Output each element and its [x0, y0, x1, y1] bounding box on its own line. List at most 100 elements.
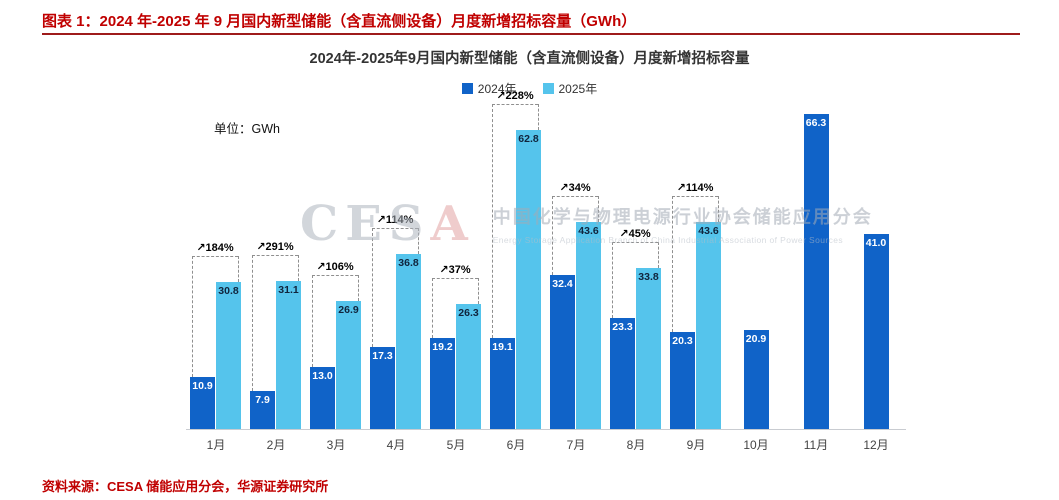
bar-value-2025-m6: 62.8: [518, 133, 539, 146]
bar-value-2024-m7: 32.4: [552, 277, 573, 290]
bar-value-2024-m10: 20.9: [745, 332, 767, 345]
bar-value-2024-m5: 19.2: [432, 340, 453, 353]
growth-bracket-top-m4: [372, 227, 418, 229]
growth-bracket-right-m2: [298, 255, 299, 282]
legend-item-2025: 2025年: [542, 80, 598, 97]
growth-bracket-top-m9: [672, 195, 718, 197]
growth-bracket-top-m8: [612, 242, 658, 244]
bar-value-2024-m2: 7.9: [255, 394, 270, 407]
chart-legend: 2024年 2025年: [0, 80, 1059, 97]
growth-label-m5: ↗37%: [439, 263, 471, 276]
bar-chart-plot: 10.9 30.8 1月 ↗184% 7.9 31.1 2月 ↗291% 13.0 26.9 3月 ↗…: [186, 90, 906, 452]
bar-value-2025-m1: 30.8: [218, 285, 239, 298]
bar-2024-m8: 23.3: [610, 318, 635, 429]
growth-bracket-right-m5: [478, 277, 479, 304]
growth-bracket-top-m3: [312, 275, 358, 277]
bar-value-2025-m9: 43.6: [698, 224, 719, 237]
bar-2025-m1: 30.8: [216, 282, 241, 429]
growth-bracket-left-m7: [552, 195, 553, 275]
growth-bracket-right-m6: [538, 104, 539, 131]
growth-bracket-top-m2: [252, 255, 298, 257]
legend-item-2024: 2024年: [461, 80, 517, 97]
legend-swatch-2025: [542, 83, 554, 94]
bar-2025-m2: 31.1: [276, 281, 301, 429]
x-axis-label-m10: 10月: [743, 438, 769, 452]
bar-2025-m6: 62.8: [516, 130, 541, 429]
bar-2025-m9: 43.6: [696, 221, 721, 429]
title-divider: [42, 33, 1020, 35]
growth-label-m9: ↗114%: [676, 181, 714, 194]
bar-value-2024-m3: 13.0: [312, 370, 333, 383]
x-axis-label-m6: 6月: [506, 438, 526, 452]
bar-2025-m8: 33.8: [636, 268, 661, 429]
growth-label-m8: ↗45%: [619, 228, 651, 241]
x-axis-label-m11: 11月: [803, 438, 829, 452]
growth-bracket-top-m7: [552, 195, 598, 197]
bar-value-2025-m3: 26.9: [338, 304, 359, 317]
growth-bracket-top-m5: [432, 277, 478, 279]
x-axis-label-m9: 9月: [686, 438, 706, 452]
growth-bracket-right-m7: [598, 195, 599, 222]
growth-bracket-left-m9: [672, 195, 673, 333]
bar-value-2024-m8: 23.3: [612, 321, 633, 334]
growth-bracket-top-m6: [492, 104, 538, 106]
bar-value-2024-m9: 20.3: [672, 335, 693, 348]
growth-bracket-left-m6: [492, 104, 493, 339]
bar-value-2024-m11: 66.3: [805, 116, 827, 129]
bar-2024-m1: 10.9: [190, 377, 215, 429]
x-axis-label-m8: 8月: [626, 438, 646, 452]
legend-swatch-2024: [461, 83, 473, 94]
bar-2024-m5: 19.2: [430, 337, 455, 429]
growth-bracket-top-m1: [192, 256, 238, 258]
growth-bracket-left-m2: [252, 255, 253, 392]
bar-value-2025-m8: 33.8: [638, 271, 659, 284]
x-axis-label-m4: 4月: [386, 438, 406, 452]
x-axis-label-m1: 1月: [206, 438, 226, 452]
growth-bracket-left-m1: [192, 256, 193, 378]
x-axis-label-m12: 12月: [863, 438, 889, 452]
figure-title: 图表 1：2024 年-2025 年 9 月国内新型储能（含直流侧设备）月度新增…: [42, 13, 637, 30]
bar-2024-m12: 41.0: [863, 233, 889, 429]
x-axis-label-m5: 5月: [446, 438, 466, 452]
bar-2024-m9: 20.3: [670, 332, 695, 429]
growth-bracket-left-m5: [432, 277, 433, 338]
chart-title: 2024年-2025年9月国内新型储能（含直流侧设备）月度新增招标容量: [309, 51, 750, 67]
bar-2024-m10: 20.9: [743, 329, 769, 429]
growth-label-m3: ↗106%: [316, 261, 354, 274]
legend-label-2024: 2024年: [477, 82, 517, 96]
x-axis-label-m3: 3月: [326, 438, 346, 452]
unit-label: 单位：GWh: [214, 122, 280, 136]
bar-value-2025-m5: 26.3: [458, 306, 479, 319]
growth-label-m1: ↗184%: [196, 242, 234, 255]
growth-bracket-right-m4: [418, 227, 419, 254]
bar-2025-m4: 36.8: [396, 253, 421, 429]
x-axis-label-m2: 2月: [266, 438, 286, 452]
legend-label-2025: 2025年: [558, 82, 598, 96]
bar-value-2025-m7: 43.6: [578, 224, 599, 237]
bar-value-2024-m4: 17.3: [372, 349, 393, 362]
growth-bracket-left-m3: [312, 275, 313, 368]
bar-2024-m6: 19.1: [490, 338, 515, 429]
growth-label-m7: ↗34%: [559, 181, 591, 194]
bar-value-2025-m2: 31.1: [278, 284, 299, 297]
bar-2025-m7: 43.6: [576, 221, 601, 429]
growth-bracket-right-m9: [718, 195, 719, 222]
bar-value-2024-m12: 41.0: [865, 236, 887, 249]
bar-2025-m3: 26.9: [336, 301, 361, 429]
growth-label-m6: ↗228%: [496, 90, 534, 103]
bar-2025-m5: 26.3: [456, 303, 481, 429]
x-axis-label-m7: 7月: [566, 438, 586, 452]
bar-value-2025-m4: 36.8: [398, 256, 419, 269]
bar-2024-m11: 66.3: [803, 113, 829, 429]
source-note: 资料来源：CESA 储能应用分会，华源证券研究所: [42, 479, 329, 494]
growth-bracket-left-m8: [612, 242, 613, 319]
bar-value-2024-m1: 10.9: [192, 380, 213, 393]
growth-label-m2: ↗291%: [256, 241, 294, 254]
growth-bracket-right-m1: [238, 256, 239, 283]
bar-value-2024-m6: 19.1: [492, 341, 513, 354]
bar-2024-m2: 7.9: [250, 391, 275, 429]
growth-bracket-right-m3: [358, 275, 359, 302]
bar-2024-m4: 17.3: [370, 346, 395, 429]
bar-2024-m3: 13.0: [310, 367, 335, 429]
